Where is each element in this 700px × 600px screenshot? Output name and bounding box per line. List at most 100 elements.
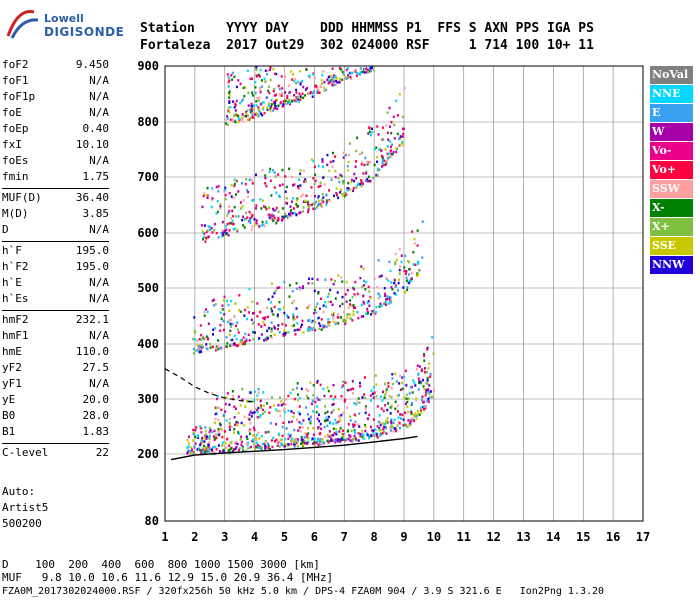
echo-point — [386, 297, 389, 301]
echo-point — [283, 311, 286, 315]
echo-point — [272, 219, 275, 223]
param-row: MUF(D) 36.40 — [2, 191, 109, 207]
echo-point — [286, 331, 289, 334]
echo-point — [205, 343, 208, 346]
echo-point — [186, 438, 189, 442]
echo-point — [420, 382, 423, 385]
echo-point — [203, 314, 206, 317]
echo-point — [325, 416, 328, 420]
auto-label: Auto: — [2, 485, 36, 498]
param-value: 3.85 — [82, 207, 110, 220]
echo-point — [300, 211, 303, 214]
echo-point — [257, 99, 260, 103]
echo-point — [348, 303, 351, 306]
echo-point — [345, 280, 348, 284]
param-row: yF1 N/A — [2, 377, 109, 393]
echo-point — [344, 193, 347, 197]
echo-point — [281, 104, 284, 108]
echo-point — [413, 419, 416, 423]
echo-point — [198, 344, 201, 348]
echo-point — [318, 322, 321, 325]
echo-point — [292, 415, 295, 419]
echo-point — [282, 100, 285, 103]
echo-point — [386, 408, 389, 412]
echo-point — [408, 273, 411, 276]
echo-point — [385, 159, 388, 163]
echo-point — [362, 315, 365, 318]
echo-point — [354, 306, 357, 310]
echo-point — [365, 170, 368, 174]
echo-point — [343, 75, 346, 78]
echo-point — [401, 387, 404, 391]
echo-point — [298, 397, 301, 400]
echo-point — [200, 345, 203, 349]
echo-point — [330, 434, 333, 437]
echo-point — [229, 318, 232, 321]
echo-point — [324, 419, 327, 423]
echo-point — [387, 385, 390, 388]
echo-point — [307, 306, 310, 309]
echo-point — [399, 417, 402, 420]
echo-point — [278, 409, 281, 413]
echo-point — [281, 425, 284, 429]
echo-point — [409, 409, 412, 413]
echo-point — [251, 94, 254, 97]
echo-point — [418, 269, 421, 272]
echo-point — [256, 410, 259, 414]
echo-point — [296, 80, 299, 84]
echo-point — [247, 190, 250, 194]
echo-point — [284, 212, 287, 216]
echo-point — [260, 434, 263, 438]
echo-point — [329, 75, 332, 78]
echo-point — [392, 421, 395, 425]
echo-point — [330, 78, 333, 82]
echo-point — [209, 228, 212, 232]
echo-point — [230, 425, 233, 429]
echo-point — [359, 67, 362, 70]
echo-point — [198, 447, 201, 450]
echo-point — [354, 68, 357, 72]
echo-point — [313, 182, 316, 186]
echo-point — [272, 169, 275, 172]
echo-point — [191, 448, 194, 452]
echo-point — [254, 331, 257, 334]
echo-point — [347, 181, 350, 185]
echo-point — [362, 437, 365, 440]
echo-point — [307, 432, 310, 435]
echo-point — [275, 408, 278, 411]
echo-point — [357, 423, 360, 426]
echo-point — [203, 192, 206, 195]
echo-point — [261, 101, 264, 105]
echo-point — [321, 158, 324, 161]
echo-point — [191, 451, 194, 454]
echo-point — [316, 396, 319, 400]
echo-point — [194, 442, 197, 445]
echo-point — [269, 167, 272, 171]
echo-point — [306, 426, 309, 430]
echo-point — [301, 285, 304, 288]
echo-point — [255, 434, 258, 437]
echo-point — [252, 116, 255, 119]
echo-point — [328, 435, 331, 438]
echo-point — [284, 444, 287, 447]
echo-point — [328, 292, 331, 296]
echo-point — [275, 206, 278, 210]
echo-point — [332, 402, 335, 406]
echo-point — [255, 219, 258, 222]
echo-point — [272, 313, 275, 316]
param-row: h`F 195.0 — [2, 244, 109, 260]
echo-point — [331, 78, 334, 82]
echo-point — [427, 397, 430, 401]
echo-point — [390, 421, 393, 425]
echo-point — [301, 426, 304, 429]
echo-point — [327, 199, 330, 202]
echo-point — [367, 132, 370, 135]
echo-point — [305, 388, 308, 391]
echo-point — [293, 438, 296, 441]
echo-point — [229, 344, 232, 347]
echo-point — [196, 448, 199, 451]
echo-point — [278, 286, 281, 289]
param-row: hmE 110.0 — [2, 345, 109, 361]
echo-point — [357, 316, 360, 320]
echo-point — [248, 446, 251, 450]
